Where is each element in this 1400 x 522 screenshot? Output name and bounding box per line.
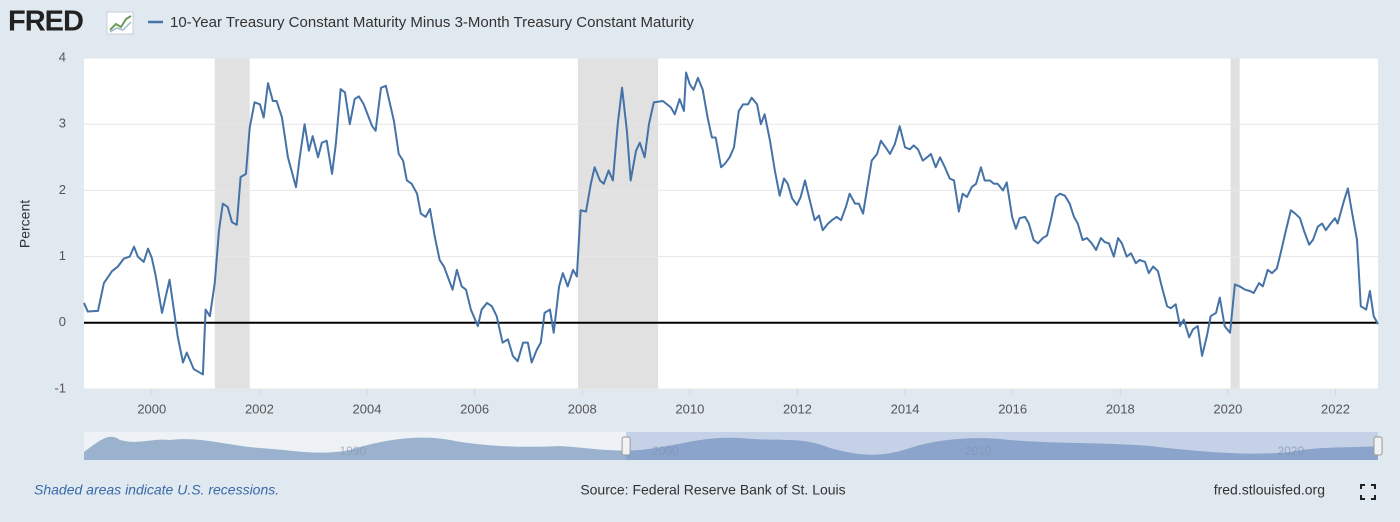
data-line — [83, 71, 1379, 376]
x-tick-label: 2022 — [1321, 401, 1350, 416]
navigator: 1990 2000 2010 2020 — [84, 432, 1383, 460]
x-tick-label: 2006 — [460, 401, 489, 416]
y-tick-label: -1 — [54, 380, 66, 395]
plot-layer — [83, 57, 1379, 390]
logo[interactable]: FRED — [8, 6, 84, 38]
x-tick-label: 2008 — [568, 401, 597, 416]
fullscreen-button[interactable] — [1360, 484, 1376, 500]
logo-icon — [106, 11, 134, 35]
footer-source: Source: Federal Reserve Bank of St. Loui… — [580, 482, 845, 498]
y-tick-label: 0 — [59, 314, 66, 329]
x-tick-label: 2018 — [1106, 401, 1135, 416]
x-tick-label: 2000 — [137, 401, 166, 416]
legend-label: 10-Year Treasury Constant Maturity Minus… — [170, 14, 694, 31]
navigator-handle[interactable] — [1373, 436, 1383, 456]
x-tick-label: 2014 — [891, 401, 920, 416]
x-tick-label: 2004 — [353, 401, 382, 416]
x-tick-label: 2010 — [675, 401, 704, 416]
footer-note: Shaded areas indicate U.S. recessions. — [34, 482, 279, 498]
y-tick-label: 1 — [59, 248, 66, 263]
y-tick-label: 4 — [59, 49, 66, 64]
navigator-area — [84, 436, 1378, 460]
recession-band — [577, 58, 659, 389]
navigator-tick-label: 2020 — [1277, 444, 1304, 458]
recession-band — [1230, 58, 1240, 389]
navigator-tick-label: 2010 — [965, 444, 992, 458]
navigator-selection — [626, 432, 1378, 460]
y-tick-label: 2 — [59, 182, 66, 197]
y-axis-label: Percent — [17, 200, 33, 248]
footer-site[interactable]: fred.stlouisfed.org — [1214, 482, 1325, 498]
y-tick-label: 3 — [59, 116, 66, 131]
x-tick-label: 2002 — [245, 401, 274, 416]
navigator-tick-label: 1990 — [340, 444, 367, 458]
x-tick-label: 2016 — [998, 401, 1027, 416]
x-tick-label: 2020 — [1213, 401, 1242, 416]
x-tick-label: 2012 — [783, 401, 812, 416]
navigator-handle[interactable] — [621, 436, 631, 456]
navigator-tick-label: 2000 — [652, 444, 679, 458]
plot-area — [84, 58, 1378, 389]
